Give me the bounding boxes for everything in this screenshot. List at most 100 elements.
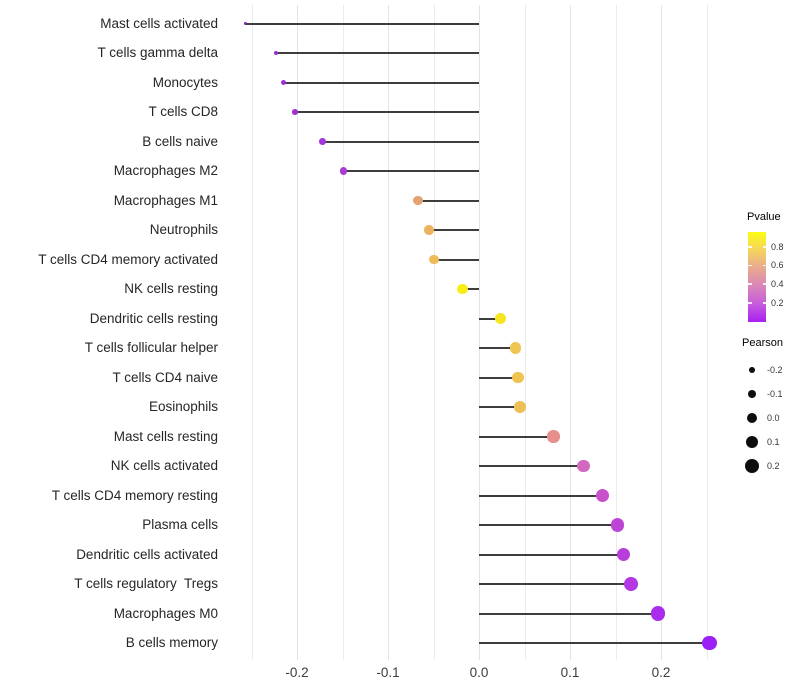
colorbar-tick-mark — [748, 283, 752, 285]
colorbar-tick-label: 0.4 — [771, 278, 784, 289]
pearson-legend-dot — [744, 458, 760, 474]
data-point — [339, 167, 348, 175]
pearson-legend-label: 0.1 — [767, 437, 780, 447]
y-axis-label: NK cells activated — [110, 458, 218, 473]
colorbar-tick-mark — [762, 264, 766, 267]
lollipop-segment — [283, 81, 479, 84]
gridline — [388, 5, 389, 660]
data-point — [429, 254, 440, 265]
colorbar-tick-mark — [748, 246, 752, 248]
data-point — [509, 342, 522, 354]
lollipop-segment — [479, 642, 710, 644]
gridline — [615, 5, 617, 660]
lollipop-segment — [322, 140, 479, 143]
y-axis-label: B cells naive — [142, 133, 218, 149]
pearson-legend-item: 0.0 — [742, 406, 800, 430]
y-axis-label: Macrophages M1 — [113, 192, 218, 208]
pearson-legend-dot — [749, 367, 755, 373]
gridline — [479, 5, 480, 660]
lollipop-segment — [434, 258, 479, 261]
y-axis-label: Eosinophils — [148, 399, 218, 414]
data-point — [413, 195, 423, 206]
y-axis-label: Dendritic cells resting — [89, 310, 218, 326]
data-point — [243, 22, 247, 25]
y-axis-label: NK cells resting — [124, 281, 218, 296]
data-point — [457, 283, 468, 295]
pearson-legend-item: 0.2 — [742, 454, 800, 478]
pearson-legend: Pearson -0.2 -0.1 0.0 0.1 0.2 — [742, 337, 800, 477]
pearson-legend-label: 0.0 — [767, 413, 780, 423]
gridline — [297, 5, 298, 660]
lollipop-segment — [479, 494, 603, 497]
pearson-legend-item: -0.2 — [742, 358, 800, 382]
colorbar-tick-mark — [762, 246, 766, 248]
y-axis-label: T cells CD4 memory activated — [38, 251, 218, 267]
lollipop-segment — [479, 376, 519, 379]
lollipop-segment — [245, 22, 479, 25]
y-axis-label: T cells CD8 — [148, 104, 218, 119]
pearson-legend-title: Pearson — [742, 337, 783, 349]
data-point — [577, 459, 591, 473]
x-axis-tick-label: 0.2 — [651, 665, 671, 680]
pearson-legend-label: -0.1 — [767, 389, 783, 399]
colorbar-tick-label: 0.2 — [771, 297, 784, 308]
data-point — [616, 547, 631, 562]
data-point — [273, 50, 279, 56]
x-axis-tick-label: -0.1 — [376, 665, 400, 680]
lollipop-segment — [479, 347, 516, 349]
y-axis-label: Plasma cells — [142, 517, 218, 532]
lollipop-segment — [479, 317, 501, 320]
gridline — [251, 5, 253, 660]
data-point — [624, 577, 638, 591]
lollipop-segment — [276, 52, 479, 54]
pearson-legend-item: -0.1 — [742, 382, 800, 406]
data-point — [514, 401, 526, 413]
y-axis-label: Mast cells resting — [113, 428, 218, 444]
lollipop-segment — [462, 288, 479, 290]
y-axis-label: T cells regulatory Tregs — [74, 576, 218, 591]
data-point — [424, 225, 434, 235]
data-point — [292, 109, 298, 115]
pearson-legend-label: 0.2 — [767, 461, 780, 471]
lollipop-segment — [479, 406, 520, 408]
lollipop-segment — [479, 465, 584, 467]
data-point — [547, 430, 560, 443]
data-point — [610, 518, 625, 532]
y-axis-label: Dendritic cells activated — [76, 546, 218, 562]
x-axis-tick-label: 0.1 — [560, 665, 580, 680]
colorbar-tick-mark — [748, 302, 752, 304]
pearson-legend-dot — [747, 389, 757, 399]
lollipop-segment — [479, 524, 618, 526]
colorbar-tick-mark — [748, 264, 752, 267]
y-axis-label: Mast cells activated — [100, 15, 218, 31]
data-point — [596, 488, 610, 503]
y-axis-label: Neutrophils — [149, 222, 218, 237]
lollipop-segment — [295, 111, 479, 113]
y-axis-label: T cells follicular helper — [84, 340, 218, 355]
colorbar-tick-label: 0.6 — [771, 259, 784, 270]
gridline — [342, 5, 344, 660]
colorbar-tick-mark — [762, 302, 766, 304]
data-point — [651, 606, 666, 621]
lollipop-segment — [479, 612, 659, 615]
pearson-legend-item: 0.1 — [742, 430, 800, 454]
x-axis-tick-label: -0.2 — [285, 665, 309, 680]
data-point — [319, 138, 326, 145]
plot-panel — [237, 5, 718, 660]
y-axis-label: T cells gamma delta — [97, 45, 218, 60]
colorbar-tick-mark — [762, 283, 766, 285]
data-point — [495, 312, 507, 325]
x-axis-tick-label: 0.0 — [469, 665, 489, 680]
data-point — [512, 371, 524, 384]
lollipop-segment — [343, 170, 479, 172]
pvalue-colorbar — [748, 232, 766, 322]
y-axis-label: Macrophages M2 — [113, 163, 218, 178]
lollipop-segment — [479, 583, 631, 585]
y-axis-label: Macrophages M0 — [113, 605, 218, 621]
lollipop-segment — [479, 553, 624, 556]
colorbar-tick-label: 0.8 — [771, 241, 784, 252]
gridline — [706, 5, 708, 660]
gridline — [524, 5, 526, 660]
gridline — [570, 5, 571, 660]
